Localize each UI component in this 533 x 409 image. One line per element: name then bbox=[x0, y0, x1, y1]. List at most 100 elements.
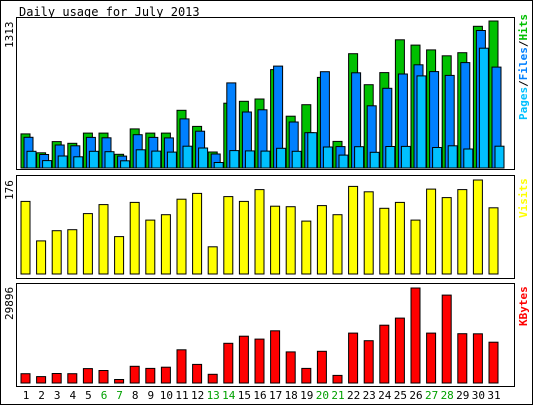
pages-bar-day-21 bbox=[338, 154, 349, 169]
day-label-21: 21 bbox=[331, 389, 344, 402]
kbytes-bar-day-15 bbox=[238, 335, 249, 384]
day-label-28: 28 bbox=[441, 389, 454, 402]
pages-bar-day-15 bbox=[244, 150, 255, 169]
day-label-30: 30 bbox=[472, 389, 485, 402]
kbytes-bar-day-16 bbox=[254, 338, 265, 384]
kbytes-bar-day-3 bbox=[51, 373, 62, 384]
day-label-4: 4 bbox=[69, 389, 76, 402]
kbytes-bar-day-5 bbox=[82, 368, 93, 384]
pages-bar-day-13 bbox=[213, 162, 224, 169]
day-label-23: 23 bbox=[363, 389, 376, 402]
kbytes-bar-day-22 bbox=[348, 332, 359, 384]
kbytes-bar-day-7 bbox=[114, 379, 125, 384]
day-label-12: 12 bbox=[191, 389, 204, 402]
pages-bar-day-31 bbox=[494, 145, 505, 169]
visits-bar-day-6 bbox=[98, 204, 109, 275]
kbytes-bar-day-6 bbox=[98, 370, 109, 384]
pages-bar-day-11 bbox=[182, 145, 193, 169]
day-label-24: 24 bbox=[378, 389, 392, 402]
pages-bar-day-30 bbox=[478, 47, 489, 169]
kbytes-bar-day-30 bbox=[472, 333, 483, 384]
visits-bar-day-25 bbox=[394, 201, 405, 275]
visits-bar-day-31 bbox=[488, 207, 499, 275]
pages-bar-day-16 bbox=[260, 150, 271, 169]
pages-bar-day-18 bbox=[291, 150, 302, 169]
chart-title: Daily usage for July 2013 bbox=[19, 5, 200, 19]
day-label-13: 13 bbox=[207, 389, 220, 402]
visits-bar-day-24 bbox=[379, 207, 390, 275]
pages-bar-day-9 bbox=[151, 150, 162, 169]
visits-bar-day-2 bbox=[36, 240, 47, 275]
pages-bar-day-19 bbox=[307, 132, 318, 169]
visits-panel: 176 Visits bbox=[3, 175, 530, 279]
day-label-17: 17 bbox=[269, 389, 282, 402]
day-label-14: 14 bbox=[222, 389, 236, 402]
visits-bar-day-26 bbox=[410, 219, 421, 275]
kbytes-bar-day-24 bbox=[379, 324, 390, 384]
day-label-6: 6 bbox=[101, 389, 108, 402]
day-label-11: 11 bbox=[175, 389, 188, 402]
kbytes-bar-day-28 bbox=[441, 294, 452, 384]
day-label-27: 27 bbox=[425, 389, 438, 402]
day-label-7: 7 bbox=[116, 389, 123, 402]
pages-bar-day-26 bbox=[416, 75, 427, 169]
day-label-10: 10 bbox=[160, 389, 173, 402]
day-label-8: 8 bbox=[132, 389, 139, 402]
kbytes-bar-day-10 bbox=[160, 366, 171, 384]
visits-bar-day-1 bbox=[20, 200, 31, 275]
day-label-22: 22 bbox=[347, 389, 360, 402]
kbytes-max-label: 29896 bbox=[3, 287, 16, 320]
day-label-15: 15 bbox=[238, 389, 251, 402]
kbytes-bar-day-23 bbox=[363, 340, 374, 384]
visits-bars bbox=[20, 179, 499, 275]
visits-bar-day-12 bbox=[192, 192, 203, 275]
pages-bar-day-29 bbox=[463, 148, 474, 169]
visits-bar-day-13 bbox=[207, 246, 218, 275]
pages-bar-day-25 bbox=[400, 145, 411, 169]
pages-bar-day-14 bbox=[229, 150, 240, 169]
pages-bar-day-7 bbox=[120, 160, 131, 169]
day-label-20: 20 bbox=[316, 389, 329, 402]
visits-bar-day-14 bbox=[223, 196, 234, 275]
kbytes-bar-day-17 bbox=[270, 330, 281, 384]
pages-bar-day-28 bbox=[447, 145, 458, 169]
day-label-5: 5 bbox=[85, 389, 92, 402]
visits-bar-day-20 bbox=[316, 205, 327, 275]
hits-legend: Pages/Files/Hits bbox=[517, 14, 530, 120]
day-label-19: 19 bbox=[300, 389, 313, 402]
visits-bar-day-30 bbox=[472, 179, 483, 275]
pages-bar-day-23 bbox=[369, 151, 380, 169]
legend-hits: Hits bbox=[517, 14, 530, 41]
pages-bar-day-12 bbox=[198, 147, 209, 169]
kbytes-bar-day-27 bbox=[426, 332, 437, 384]
visits-bar-day-19 bbox=[301, 220, 312, 275]
visits-bar-day-21 bbox=[332, 214, 343, 275]
visits-bar-day-9 bbox=[145, 219, 156, 275]
kbytes-bar-day-12 bbox=[192, 363, 203, 384]
visits-bar-day-11 bbox=[176, 198, 187, 275]
pages-bar-day-20 bbox=[322, 146, 333, 169]
pages-bar-day-3 bbox=[57, 155, 68, 169]
pages-bar-day-17 bbox=[276, 147, 287, 169]
day-label-16: 16 bbox=[253, 389, 266, 402]
visits-bar-day-3 bbox=[51, 230, 62, 275]
day-labels: 1 2 3 4 5 6 7 8 9 10 11 12 13 14 15 16 17 18 19 20 21 22 23 24 2… bbox=[23, 389, 501, 402]
kbytes-bar-day-11 bbox=[176, 349, 187, 384]
kbytes-bar-day-31 bbox=[488, 341, 499, 384]
day-label-25: 25 bbox=[394, 389, 407, 402]
pages-bar-day-10 bbox=[166, 151, 177, 169]
visits-bar-day-29 bbox=[457, 189, 468, 275]
kbytes-bar-day-20 bbox=[316, 350, 327, 384]
visits-max-label: 176 bbox=[3, 180, 16, 200]
legend-separator-1: / bbox=[517, 80, 530, 87]
visits-bar-day-22 bbox=[348, 185, 359, 275]
kbytes-bar-day-19 bbox=[301, 367, 312, 384]
visits-bar-day-23 bbox=[363, 191, 374, 275]
day-label-9: 9 bbox=[147, 389, 154, 402]
kbytes-bar-day-18 bbox=[285, 351, 296, 384]
visits-bar-day-15 bbox=[238, 200, 249, 275]
visits-bar-day-17 bbox=[270, 205, 281, 275]
pages-bar-day-2 bbox=[42, 160, 53, 169]
pages-bar-day-6 bbox=[104, 151, 115, 169]
